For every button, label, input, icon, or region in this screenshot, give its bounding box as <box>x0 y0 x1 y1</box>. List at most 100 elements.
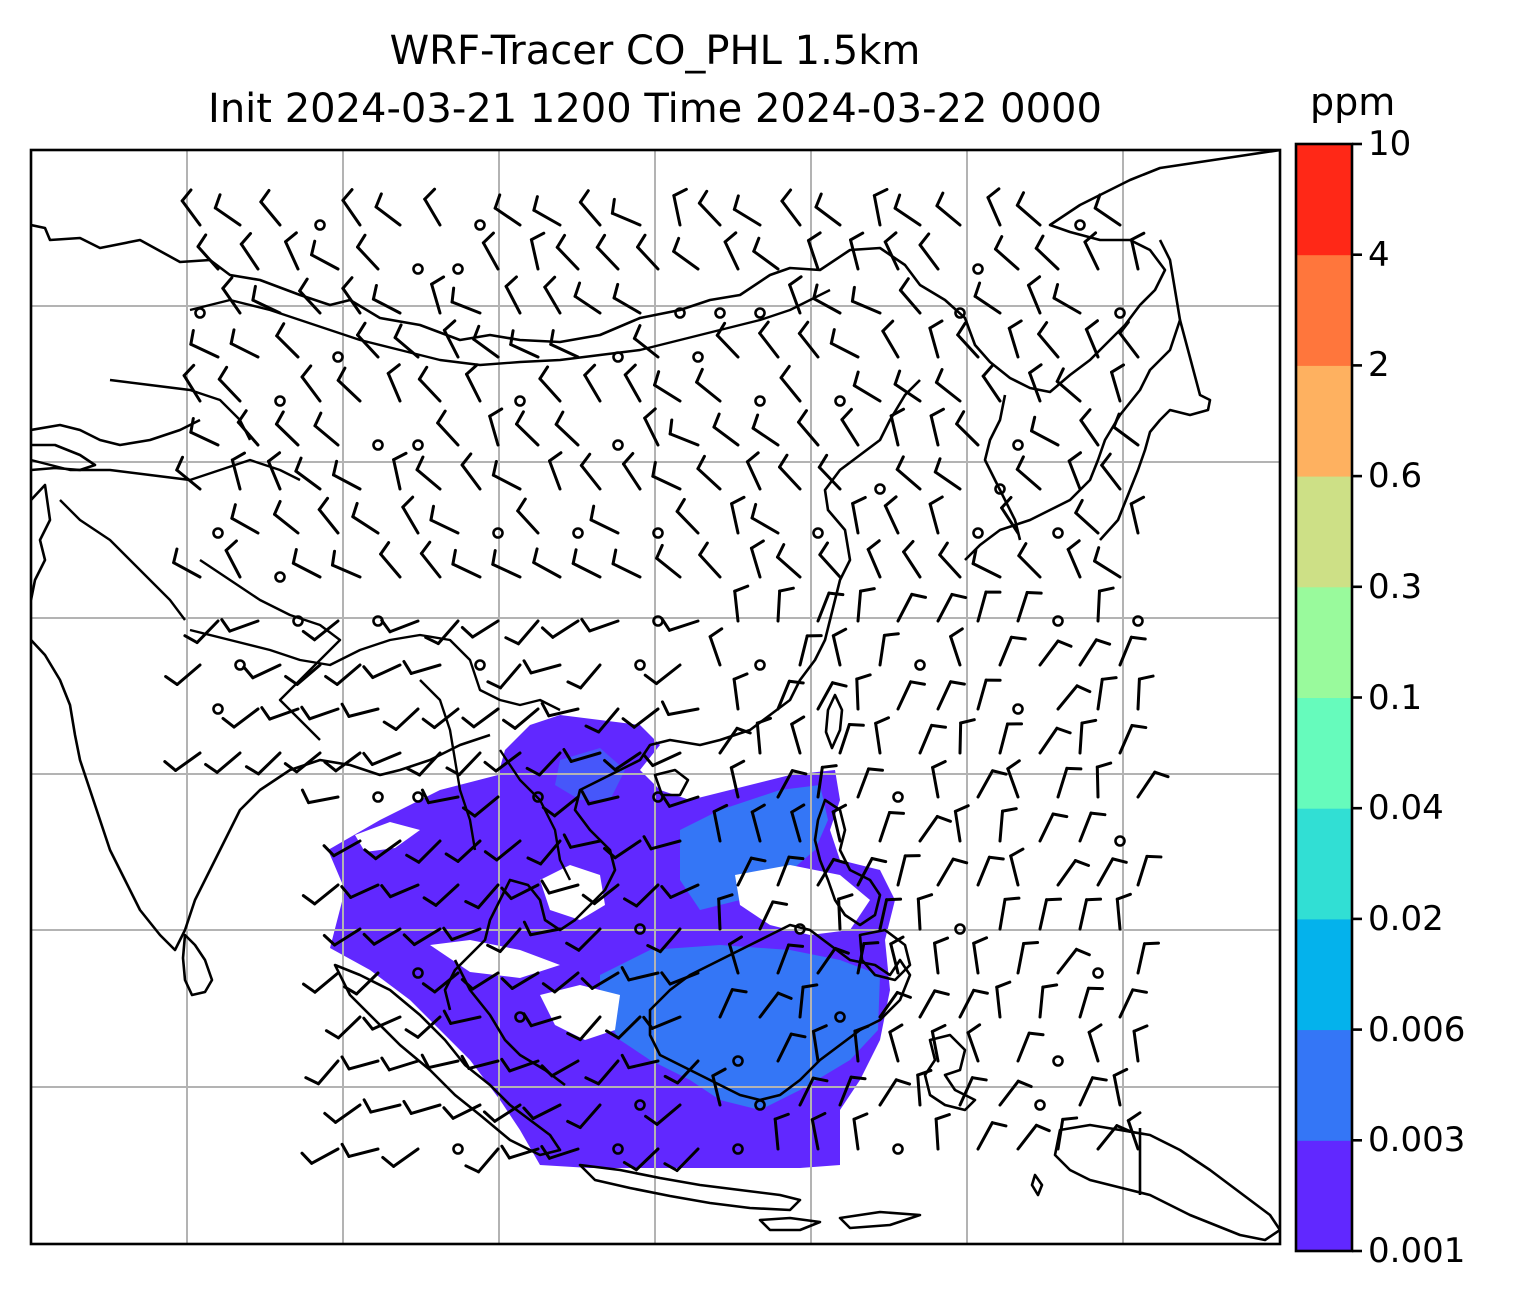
wind-barb-staff <box>916 1073 922 1107</box>
wind-barb-staff <box>467 1059 500 1070</box>
calm-marker <box>514 1011 526 1023</box>
wind-barb-staff <box>579 463 602 491</box>
wind-barb-staff <box>392 1147 420 1168</box>
wind-barb-staff <box>779 376 802 403</box>
wind-barb-flag <box>959 718 976 725</box>
wind-barb-flag <box>182 363 196 378</box>
calm-marker <box>492 527 504 539</box>
wind-barb-staff <box>955 422 980 447</box>
wind-barb-staff <box>275 334 300 359</box>
wind-barb-staff <box>374 205 402 227</box>
wind-barb-staff <box>553 795 580 818</box>
wind-barb-flag <box>1130 723 1148 730</box>
wind-barb-flag <box>1089 811 1107 817</box>
wind-barb-flag <box>1093 546 1101 563</box>
wind-barb-staff <box>1055 379 1082 403</box>
wind-barb-flag <box>430 275 446 286</box>
wind-barb-flag <box>801 983 819 989</box>
wind-barb-staff <box>797 420 820 447</box>
coastline-small-islands <box>758 1173 1044 1232</box>
wind-barb-staff <box>667 795 700 808</box>
wind-barb-flag <box>663 1074 680 1085</box>
colorbar-tick-label: 0.04 <box>1368 788 1444 829</box>
wind-barb-staff <box>998 809 1005 843</box>
wind-barb-staff <box>856 589 863 623</box>
wind-barb-flag <box>291 548 298 565</box>
wind-barb-staff <box>341 198 362 227</box>
wind-barb-staff <box>313 971 340 994</box>
wind-barb-staff <box>587 795 620 806</box>
wind-barb-flag <box>300 1151 314 1165</box>
wind-barb-staff <box>816 765 824 799</box>
wind-barb-flag <box>1015 191 1025 207</box>
wind-barb-flag <box>711 1067 727 1078</box>
calm-marker <box>914 659 926 671</box>
wind-barb-staff <box>355 971 380 996</box>
wind-barb-staff <box>351 515 380 535</box>
wind-barb-staff <box>481 241 500 271</box>
wind-barb-flag <box>1093 193 1102 210</box>
wind-barb-staff <box>498 927 522 954</box>
wind-barb-staff <box>755 721 762 755</box>
wind-barb-flag <box>895 455 905 471</box>
calm-marker <box>754 1099 766 1111</box>
wind-barb-staff <box>953 809 962 843</box>
wind-barb-staff <box>573 294 602 315</box>
wind-barb-flag <box>778 453 789 469</box>
wind-barb-flag <box>797 409 808 424</box>
wind-barb-flag <box>1115 892 1132 901</box>
wind-barb-staff <box>356 245 380 271</box>
wind-barb-flag <box>853 1024 870 1033</box>
border-china-south <box>189 628 561 712</box>
wind-barb-flag <box>730 495 746 506</box>
wind-barb-flag <box>341 276 354 290</box>
wind-barb-staff <box>416 1015 442 1039</box>
wind-barb-flag <box>644 1114 659 1126</box>
wind-barb-staff <box>393 336 420 359</box>
wind-barb-flag <box>883 231 898 244</box>
wind-barb-staff <box>751 426 780 447</box>
wind-barb-staff <box>829 341 860 359</box>
wind-barb-staff <box>733 589 740 623</box>
calm-marker <box>1132 615 1144 627</box>
wind-barb-staff <box>509 883 540 901</box>
wind-barb-flag <box>910 592 927 599</box>
wind-barb-staff <box>532 561 562 579</box>
wind-barb-flag <box>697 189 709 205</box>
wind-barb-flag <box>660 700 671 717</box>
wind-barb-staff <box>850 299 882 315</box>
wind-barb-staff <box>728 942 740 975</box>
wind-barb-staff <box>896 592 914 623</box>
calm-marker <box>412 967 424 979</box>
wind-barb-flag <box>972 988 989 995</box>
wind-barb-flag <box>330 549 337 567</box>
wind-barb-flag <box>935 191 945 208</box>
wind-barb-flag <box>1110 363 1126 374</box>
wind-barb-staff <box>696 467 722 491</box>
wind-barb-staff <box>895 467 922 491</box>
wind-barb-staff <box>308 707 340 721</box>
wind-barb-staff <box>669 883 700 899</box>
wind-barb-staff <box>933 941 940 975</box>
wind-barb-flag <box>990 1121 1008 1128</box>
wind-barb-staff <box>418 751 442 777</box>
colorbar-tick-label: 0.006 <box>1368 1009 1466 1050</box>
wind-barb-flag <box>643 407 657 420</box>
wind-barb-flag <box>1065 766 1083 771</box>
wind-barb-flag <box>732 194 740 211</box>
wind-barb-flag <box>220 618 232 633</box>
wind-barb-flag <box>1137 674 1155 681</box>
calm-marker <box>972 527 984 539</box>
wind-barb-flag <box>464 1164 481 1174</box>
wind-barb-flag <box>509 329 515 346</box>
wind-barb-flag <box>938 541 949 557</box>
wind-barb-flag <box>933 457 942 474</box>
wind-barb-flag <box>340 702 351 718</box>
wind-barb-staff <box>788 283 802 315</box>
wind-barb-staff <box>852 384 882 403</box>
wind-barb-staff <box>336 378 362 403</box>
wind-barb-flag <box>1055 726 1072 735</box>
wind-barb-staff <box>313 619 340 642</box>
wind-barb-flag <box>580 790 591 806</box>
wind-barb-staff <box>578 200 602 227</box>
